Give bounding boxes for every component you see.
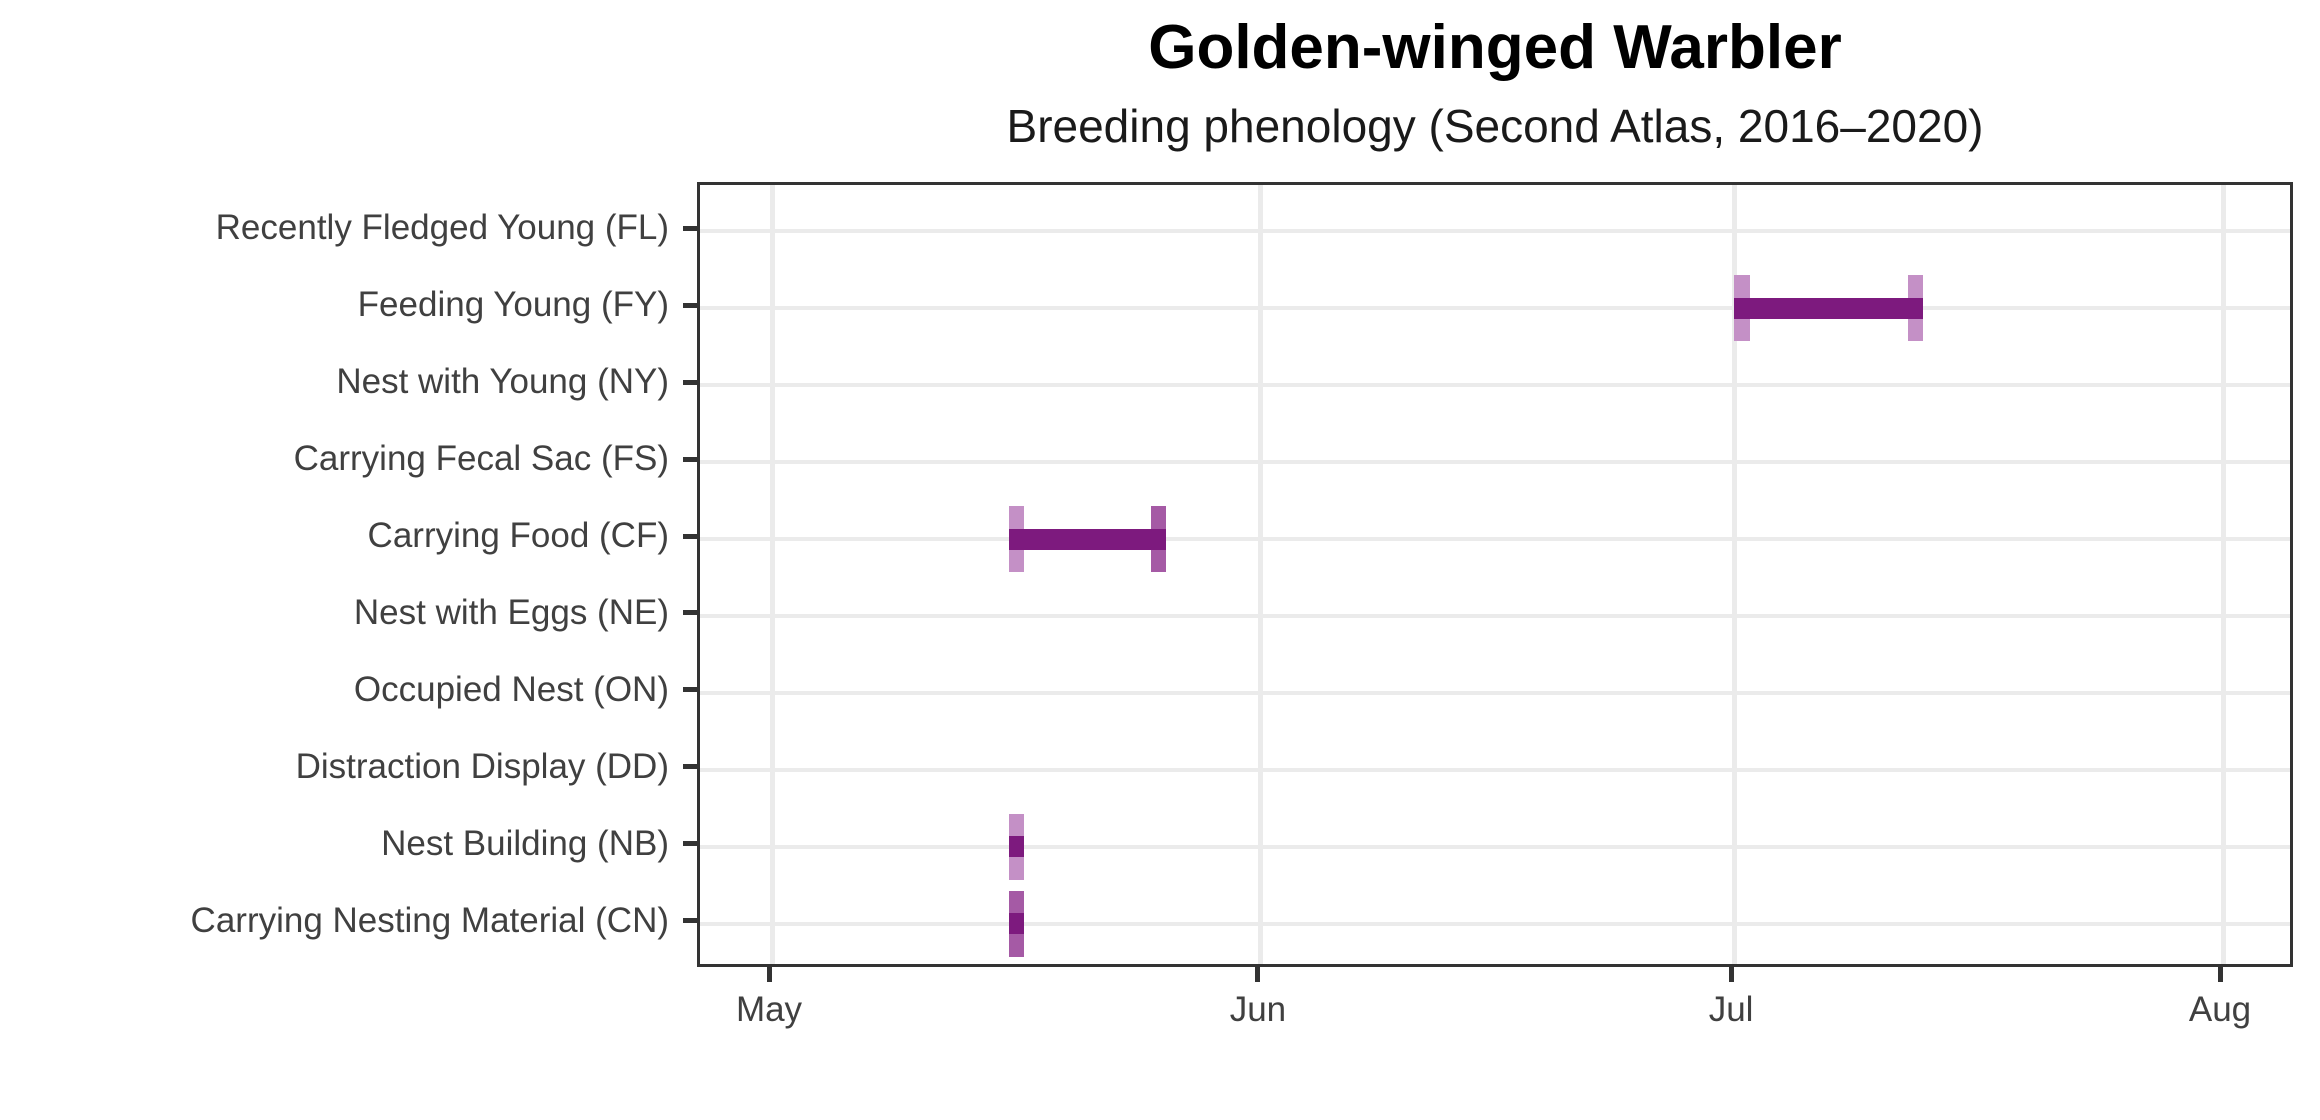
segment-bar	[1008, 836, 1025, 858]
y-axis-label: Carrying Food (CF)	[367, 516, 669, 556]
segment-bar	[1008, 528, 1167, 550]
y-tick-mark	[683, 918, 697, 924]
row-gridline	[700, 690, 2290, 695]
x-axis-label: Aug	[2188, 990, 2252, 1029]
row-gridline	[700, 383, 2290, 388]
y-axis-label: Feeding Young (FY)	[357, 285, 669, 325]
row-gridline	[700, 229, 2290, 234]
y-axis-label: Carrying Fecal Sac (FS)	[293, 439, 669, 479]
y-tick-mark	[683, 610, 697, 616]
y-tick-mark	[683, 302, 697, 308]
row-gridline	[700, 921, 2290, 926]
y-axis-label: Carrying Nesting Material (CN)	[190, 900, 669, 940]
x-tick-mark	[1255, 967, 1261, 982]
x-axis-label: Jul	[1708, 990, 1754, 1029]
segment-bar	[1734, 297, 1924, 319]
row-gridline	[700, 306, 2290, 311]
month-gridline-aug	[2220, 185, 2226, 964]
chart-subtitle: Breeding phenology (Second Atlas, 2016–2…	[1006, 100, 1984, 152]
y-axis-label: Distraction Display (DD)	[295, 746, 669, 786]
x-tick-mark	[2217, 967, 2223, 982]
y-tick-mark	[683, 841, 697, 847]
x-tick-mark	[766, 967, 772, 982]
y-axis-label: Occupied Nest (ON)	[353, 669, 669, 709]
row-gridline	[700, 537, 2290, 542]
y-axis-label: Recently Fledged Young (FL)	[215, 208, 669, 248]
y-tick-mark	[683, 456, 697, 462]
y-tick-mark	[683, 764, 697, 770]
chart-title: Golden-winged Warbler	[1148, 13, 1842, 82]
month-gridline-jul	[1731, 185, 1737, 964]
row-gridline	[700, 844, 2290, 849]
y-axis-label: Nest with Eggs (NE)	[353, 592, 669, 632]
row-gridline	[700, 767, 2290, 772]
row-gridline	[700, 613, 2290, 618]
x-tick-mark	[1728, 967, 1734, 982]
plot-panel	[697, 182, 2293, 967]
month-gridline-jun	[1258, 185, 1264, 964]
y-axis-label: Nest with Young (NY)	[336, 362, 669, 402]
y-axis-label: Nest Building (NB)	[381, 823, 669, 863]
y-tick-mark	[683, 225, 697, 231]
x-axis-label: Jun	[1229, 990, 1287, 1029]
row-gridline	[700, 460, 2290, 465]
y-tick-mark	[683, 533, 697, 539]
segment-bar	[1008, 913, 1025, 935]
y-tick-mark	[683, 379, 697, 385]
y-tick-mark	[683, 687, 697, 693]
x-axis-label: May	[735, 990, 803, 1029]
month-gridline-may	[769, 185, 775, 964]
